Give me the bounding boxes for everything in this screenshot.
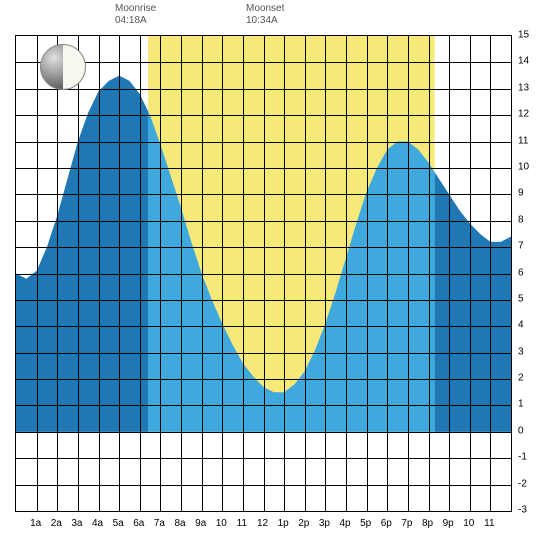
x-tick-label: 5p [360,518,371,529]
grid-hline [16,115,511,116]
x-tick-label: 2p [298,518,309,529]
plot-area [15,35,512,512]
y-tick-label: 13 [518,82,529,93]
x-tick-label: 4p [339,518,350,529]
grid-hline [16,89,511,90]
grid-hline [16,353,511,354]
grid-hline [16,247,511,248]
y-tick-label: 8 [518,214,524,225]
y-tick-label: 12 [518,109,529,120]
x-tick-label: 4a [92,518,103,529]
tide-night-post [435,172,511,432]
y-tick-label: 6 [518,267,524,278]
y-tick-label: 5 [518,293,524,304]
tide-chart: Moonrise 04:18A Moonset 10:34A 1a 2a 3a 4a 5… [0,0,550,550]
grid-hline [16,485,511,486]
moonrise-label: Moonrise 04:18A [115,3,156,27]
x-tick-label: 10 [463,518,474,529]
grid-hline [16,142,511,143]
x-tick-label: 3p [319,518,330,529]
x-tick-label: 12 [257,518,268,529]
y-tick-label: 10 [518,161,529,172]
grid-hline [16,221,511,222]
grid-hline [16,405,511,406]
moonrise-time: 04:18A [115,15,147,26]
moonrise-title: Moonrise [115,3,156,14]
x-tick-label: 9p [443,518,454,529]
y-tick-label: 2 [518,373,524,384]
grid-hline [16,274,511,275]
grid-hline [16,194,511,195]
y-tick-label: -3 [518,505,527,516]
x-tick-label: 1p [278,518,289,529]
grid-hline [16,432,511,433]
grid-hline [16,458,511,459]
y-tick-label: 15 [518,30,529,41]
grid-hline [16,168,511,169]
x-tick-label: 3a [71,518,82,529]
moonset-label: Moonset 10:34A [246,3,284,27]
x-tick-label: 9a [195,518,206,529]
x-tick-label: 8p [422,518,433,529]
x-tick-label: 2a [51,518,62,529]
x-tick-label: 8a [174,518,185,529]
y-tick-label: -2 [518,478,527,489]
x-tick-label: 6p [381,518,392,529]
y-tick-label: 4 [518,320,524,331]
grid-hline [16,326,511,327]
moon-phase-icon [40,44,86,90]
moonset-title: Moonset [246,3,284,14]
y-tick-label: 0 [518,425,524,436]
y-tick-label: 1 [518,399,524,410]
grid-hline [16,62,511,63]
moon-lit-half [63,45,85,89]
y-tick-label: 3 [518,346,524,357]
x-tick-label: 10 [216,518,227,529]
grid-hline [16,379,511,380]
moonset-time: 10:34A [246,15,278,26]
x-tick-label: 11 [237,518,247,529]
y-tick-label: 7 [518,241,524,252]
x-tick-label: 6a [133,518,144,529]
x-tick-label: 7a [154,518,165,529]
x-tick-label: 11 [484,518,494,529]
y-tick-label: 9 [518,188,524,199]
x-tick-label: 5a [113,518,124,529]
y-tick-label: -1 [518,452,527,463]
x-tick-label: 7p [401,518,412,529]
y-tick-label: 14 [518,56,529,67]
x-tick-label: 1a [30,518,41,529]
y-tick-label: 11 [518,135,528,146]
grid-hline [16,300,511,301]
